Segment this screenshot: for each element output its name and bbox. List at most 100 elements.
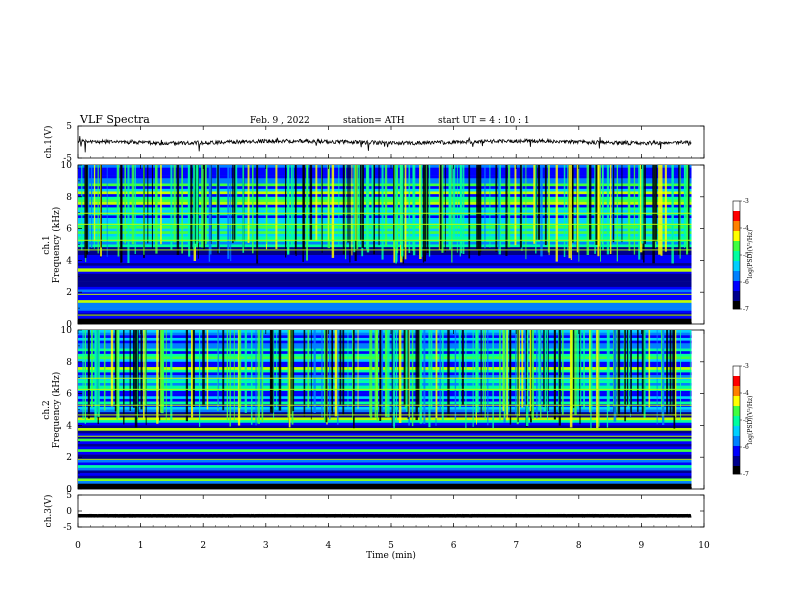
spectrogram-band bbox=[78, 236, 692, 240]
spectrogram-band bbox=[78, 406, 692, 410]
spectrogram-streak bbox=[519, 165, 522, 248]
colorbar-segment bbox=[733, 446, 740, 449]
spectrogram-streak bbox=[303, 330, 306, 417]
spectrogram-streak bbox=[196, 165, 199, 244]
ytick-label: 10 bbox=[61, 161, 73, 171]
spectrogram-streak bbox=[309, 165, 313, 240]
spectrogram-band bbox=[78, 321, 692, 325]
colorbar-segment bbox=[733, 412, 740, 415]
spectrogram-narrowband bbox=[78, 212, 692, 214]
spectrogram-streak bbox=[459, 165, 461, 257]
spectrogram-streak bbox=[290, 165, 293, 245]
spectrogram-band bbox=[78, 396, 692, 400]
spectrogram-streak bbox=[131, 165, 135, 245]
spectrogram-band bbox=[78, 372, 692, 376]
ytick-label: 2 bbox=[66, 453, 72, 463]
spectrogram-band bbox=[78, 252, 692, 256]
spectrogram-streak bbox=[289, 330, 292, 415]
spectrogram-band bbox=[78, 467, 692, 471]
spectrogram-streak bbox=[492, 330, 494, 429]
spectrogram-streak bbox=[595, 165, 598, 245]
spectrogram-streak bbox=[644, 165, 646, 244]
spectrogram-streak bbox=[596, 330, 599, 428]
spectrogram-streak bbox=[621, 165, 623, 243]
spectrogram-band bbox=[78, 257, 692, 261]
spectrogram-streak bbox=[315, 165, 318, 241]
spectrogram-band bbox=[78, 199, 692, 203]
spectrogram-streak bbox=[321, 330, 323, 417]
spectrogram-streak bbox=[563, 165, 566, 257]
spectrogram-streak bbox=[589, 165, 592, 240]
spectrogram-streak bbox=[637, 330, 639, 412]
spectrogram-streak bbox=[465, 330, 467, 428]
colorbar-tick-label: -5 bbox=[743, 417, 749, 424]
ytick-label: -5 bbox=[63, 154, 72, 164]
colorbar-segment bbox=[733, 303, 740, 306]
spectrogram-streak bbox=[205, 165, 207, 244]
spectrogram-streak bbox=[257, 330, 260, 424]
spectrogram-streak bbox=[209, 165, 212, 255]
ch1-waveform-ylabel: ch.1(V) bbox=[43, 126, 54, 159]
spectrogram-streak bbox=[87, 330, 90, 419]
spectrogram-band bbox=[78, 441, 692, 445]
spectrogram-streak bbox=[273, 330, 275, 419]
spectrogram-band bbox=[78, 337, 692, 341]
spectrogram-streak bbox=[543, 330, 545, 408]
spectrogram-streak bbox=[441, 330, 444, 423]
colorbar-segment bbox=[733, 209, 740, 212]
spectrogram-band bbox=[78, 380, 692, 384]
colorbar-segment bbox=[733, 416, 740, 419]
spectrogram-streak bbox=[161, 330, 164, 414]
figure-title: VLF Spectra bbox=[79, 113, 150, 126]
spectrogram-streak bbox=[572, 330, 575, 409]
spectrogram-streak bbox=[509, 330, 512, 425]
spectrogram-band bbox=[78, 359, 692, 363]
spectrogram-band bbox=[78, 443, 692, 447]
spectrogram-band bbox=[78, 172, 692, 176]
ch1-waveform-panel: 5 -5 ch.1(V) bbox=[43, 122, 705, 164]
colorbar-segment bbox=[733, 287, 740, 290]
spectrogram-narrowband bbox=[78, 377, 692, 379]
spectrogram-streak bbox=[468, 165, 471, 259]
colorbar-tick-label: -4 bbox=[743, 225, 749, 232]
spectrogram-band bbox=[78, 481, 692, 484]
spectrogram-streak bbox=[396, 165, 399, 254]
spectrogram-streak bbox=[606, 165, 610, 255]
colorbar-tick-label: -3 bbox=[743, 198, 749, 205]
spectrogram-streak bbox=[656, 330, 658, 425]
spectrogram-streak bbox=[627, 165, 630, 242]
colorbar-segment bbox=[733, 239, 740, 242]
spectrogram-band bbox=[78, 165, 692, 168]
spectrogram-streak bbox=[353, 330, 355, 429]
xtick-label: 2 bbox=[200, 541, 206, 551]
spectrogram-streak bbox=[428, 165, 431, 257]
spectrogram-streak bbox=[686, 165, 689, 255]
colorbar-tick-label: -5 bbox=[743, 252, 749, 259]
colorbar-segment bbox=[733, 207, 740, 210]
spectrogram-streak bbox=[669, 330, 672, 415]
spectrogram-streak bbox=[583, 330, 585, 410]
spectrogram-streak bbox=[624, 330, 626, 422]
colorbar-segment bbox=[733, 201, 740, 204]
spectrogram-streak bbox=[580, 330, 582, 406]
colorbar-segment bbox=[733, 259, 740, 262]
spectrogram-streak bbox=[489, 165, 491, 248]
spectrogram-streak bbox=[671, 165, 674, 264]
spectrogram-streak bbox=[233, 330, 235, 422]
spectrogram-streak bbox=[144, 330, 147, 405]
spectrogram-band bbox=[78, 459, 692, 463]
spectrogram-streak bbox=[381, 330, 384, 412]
spectrogram-band bbox=[78, 305, 692, 309]
spectrogram-streak bbox=[482, 330, 484, 411]
spectrogram-streak bbox=[435, 330, 438, 418]
spectrogram-streak bbox=[641, 165, 644, 244]
spectrogram-streak bbox=[285, 165, 287, 258]
spectrogram-streak bbox=[176, 165, 180, 255]
spectrogram-streak bbox=[327, 165, 330, 249]
spectrogram-streak bbox=[355, 165, 357, 241]
spectrogram-streak bbox=[96, 330, 98, 412]
spectrogram-band bbox=[78, 446, 692, 450]
spectrogram-streak bbox=[384, 165, 388, 247]
spectrogram-band bbox=[78, 289, 692, 293]
spectrogram-streak bbox=[235, 165, 238, 241]
